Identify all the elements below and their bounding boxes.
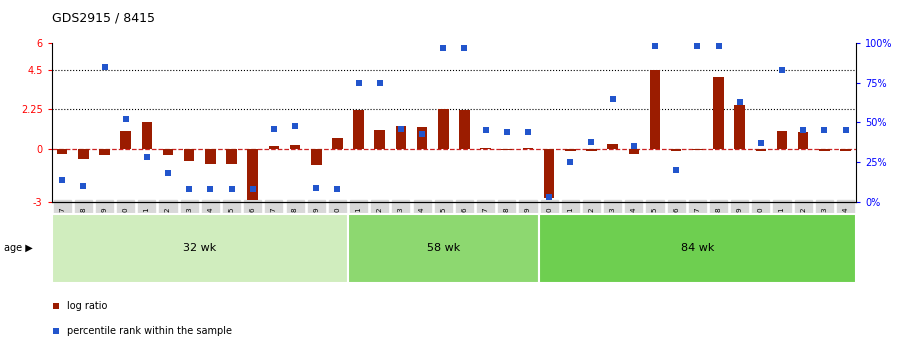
Point (542, 194, 557, 200)
Bar (353, 110, 364, 149)
Bar (523, 148, 533, 149)
Bar (629, 149, 639, 154)
Bar (671, 149, 681, 151)
Bar (417, 127, 427, 149)
Bar (776, 131, 787, 149)
Point (288, 123, 302, 128)
Point (394, 126, 408, 131)
Point (817, 128, 832, 133)
Point (55, 177, 70, 183)
Point (605, 96, 620, 101)
Point (139, 155, 154, 160)
Point (119, 117, 133, 122)
Bar (692, 149, 702, 150)
Bar (163, 149, 174, 155)
Point (49, 303, 63, 308)
Bar (348, 214, 538, 283)
Point (585, 139, 599, 144)
Bar (78, 149, 89, 159)
Point (161, 170, 176, 176)
Text: 58 wk: 58 wk (426, 244, 460, 253)
Bar (226, 149, 237, 164)
Point (838, 128, 853, 133)
Point (626, 144, 641, 149)
Bar (57, 149, 68, 154)
Bar (840, 149, 851, 151)
Text: 84 wk: 84 wk (681, 244, 714, 253)
Point (436, 45, 451, 51)
Bar (734, 105, 745, 149)
Point (49, 328, 63, 333)
Bar (184, 149, 195, 161)
Bar (395, 126, 406, 149)
Bar (819, 149, 830, 151)
Bar (120, 131, 131, 149)
Bar (290, 145, 300, 149)
Bar (756, 149, 767, 151)
Point (182, 186, 196, 192)
Point (330, 186, 345, 192)
Bar (52, 214, 348, 283)
Bar (481, 148, 491, 149)
Point (520, 129, 535, 135)
Point (500, 129, 514, 135)
Bar (332, 138, 343, 149)
Text: log ratio: log ratio (68, 300, 108, 310)
Text: age ▶: age ▶ (4, 244, 33, 253)
Bar (100, 149, 110, 155)
Bar (565, 149, 576, 151)
Point (563, 159, 577, 165)
Bar (247, 149, 258, 200)
Text: 32 wk: 32 wk (183, 244, 216, 253)
Text: percentile rank within the sample: percentile rank within the sample (68, 326, 233, 336)
Point (97, 64, 111, 70)
Point (351, 80, 366, 86)
Bar (205, 149, 215, 164)
Bar (375, 129, 385, 149)
Point (711, 43, 726, 49)
Point (669, 167, 683, 173)
Text: GDS2915 / 8415: GDS2915 / 8415 (52, 11, 155, 24)
Point (648, 43, 662, 49)
Bar (607, 144, 618, 149)
Point (414, 131, 429, 136)
Point (309, 185, 323, 190)
Bar (141, 122, 152, 149)
Bar (544, 149, 555, 198)
Point (732, 99, 747, 105)
Bar (501, 149, 512, 150)
Bar (713, 77, 724, 149)
Bar (538, 214, 856, 283)
Point (76, 183, 91, 189)
Point (754, 140, 768, 146)
Point (224, 186, 239, 192)
Bar (798, 132, 808, 149)
Bar (269, 146, 279, 149)
Bar (438, 109, 449, 149)
Point (691, 43, 705, 49)
Point (203, 186, 217, 192)
Bar (311, 149, 321, 165)
Bar (650, 70, 661, 149)
Point (373, 80, 387, 86)
Point (775, 67, 789, 73)
Bar (586, 149, 596, 151)
Point (479, 128, 493, 133)
Point (245, 186, 260, 192)
Point (457, 45, 472, 51)
Point (796, 128, 811, 133)
Bar (459, 110, 470, 149)
Point (267, 126, 281, 131)
